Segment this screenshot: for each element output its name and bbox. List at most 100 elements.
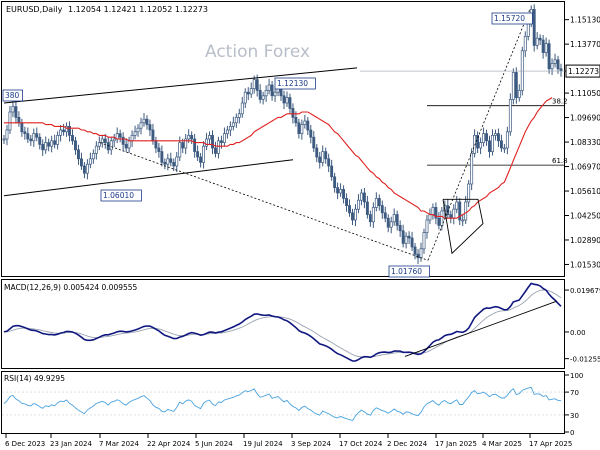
mid-high-label: 1.12130 — [277, 79, 308, 88]
rsi-line — [2, 386, 564, 422]
low-label-box — [388, 265, 430, 278]
candle-body — [47, 142, 51, 147]
candle-body — [508, 99, 512, 133]
candle-body — [434, 207, 438, 219]
candle-body — [94, 145, 98, 154]
price-tick-label: 1.02890 — [570, 236, 600, 245]
candle-body — [428, 214, 432, 221]
candle-body — [148, 124, 152, 131]
candle-body — [50, 140, 54, 147]
candle-body — [231, 122, 235, 127]
macd-tick-label: -0.012552 — [570, 356, 600, 364]
candle-body — [440, 210, 444, 226]
candle-body — [151, 129, 155, 142]
candle-body — [359, 192, 363, 201]
time-tick-label: 17 Apr 2025 — [529, 440, 572, 448]
price-panel-frame — [1, 1, 565, 277]
candle-body — [368, 214, 372, 223]
candle-body — [288, 97, 292, 109]
candle-body — [532, 9, 536, 46]
price-tick-label: 1.08330 — [570, 138, 600, 147]
candle-body — [112, 138, 116, 142]
macd-label: MACD(12,26,9) 0.005424 0.009555 — [4, 283, 138, 292]
candle-body — [157, 147, 161, 152]
candle-body — [124, 144, 128, 149]
candle-body — [154, 140, 158, 149]
symbol-label: EURUSD,Daily — [6, 5, 63, 14]
candle-body — [211, 135, 214, 149]
candle-body — [395, 214, 399, 226]
price-tick-label: 1.11050 — [570, 89, 600, 98]
candle-body — [383, 212, 387, 219]
lower-channel-line — [3, 159, 294, 197]
candle-body — [246, 91, 250, 95]
candle-body — [35, 133, 39, 138]
candle-body — [523, 36, 527, 52]
candle-body — [550, 63, 554, 70]
left-label-box — [2, 89, 24, 102]
candle-body — [97, 142, 101, 147]
candle-body — [199, 156, 203, 163]
candle-body — [205, 138, 208, 147]
candle-body — [267, 84, 271, 91]
candle-body — [273, 91, 277, 97]
candle-body — [56, 135, 60, 145]
candle-body — [282, 95, 286, 104]
fib-618-label: 61.8 — [552, 157, 568, 165]
candle-body — [553, 59, 557, 64]
candle-body — [297, 122, 301, 134]
candle-body — [535, 37, 539, 46]
candle-body — [77, 149, 80, 160]
candle-body — [217, 140, 220, 154]
macd-panel-frame — [1, 279, 565, 369]
price-axis: 1.15130 1.13770 1.12273 1.11050 1.09690 1.083… — [360, 16, 600, 269]
current-price-box — [565, 64, 600, 78]
candle-body — [100, 138, 104, 143]
candle-body — [196, 151, 200, 158]
candle-body — [559, 68, 563, 71]
candle-body — [255, 79, 259, 91]
price-tick-label: 1.06970 — [570, 163, 600, 172]
candle-body — [455, 201, 459, 210]
time-tick-label: 4 Mar 2025 — [482, 440, 522, 448]
candle-body — [252, 79, 256, 89]
candle-body — [11, 106, 15, 113]
candle-body — [172, 162, 176, 167]
candle-body — [422, 232, 426, 250]
macd-tick-label: 0.019679 — [570, 287, 600, 295]
left-label: 380 — [5, 91, 20, 100]
candle-body — [133, 131, 137, 136]
price-tick-label: 1.12273 — [568, 67, 599, 76]
rsi-line — [3, 386, 562, 422]
candle-body — [374, 198, 378, 208]
candle-body — [446, 205, 450, 215]
macd-main-line — [3, 282, 562, 362]
candle-body — [330, 165, 334, 178]
candle-body — [365, 201, 369, 215]
macd-trendline — [404, 300, 558, 357]
mid-low-label: 1.06010 — [103, 191, 134, 200]
candle-body — [202, 145, 206, 163]
dashed-rally-line — [427, 8, 531, 261]
watermark: Action Forex — [205, 42, 310, 62]
macd-lines — [3, 282, 562, 362]
candle-body — [517, 90, 521, 98]
rsi-axis: 100 70 30 0 — [565, 372, 583, 437]
candle-body — [103, 138, 107, 143]
candle-body — [228, 126, 232, 131]
candle-body — [392, 214, 396, 223]
candle-body — [106, 142, 110, 151]
candle-body — [181, 142, 185, 149]
candle-body — [17, 117, 21, 124]
candle-body — [219, 140, 223, 143]
candle-body — [520, 50, 524, 91]
candle-body — [214, 147, 217, 154]
triangle-pattern — [442, 198, 484, 255]
candle-body — [285, 97, 289, 104]
candle-body — [324, 151, 328, 160]
high-label: 1.15720 — [494, 14, 525, 23]
candle-body — [470, 153, 474, 185]
candle-body — [303, 120, 307, 125]
candle-body — [130, 135, 134, 142]
candle-body — [407, 235, 411, 239]
